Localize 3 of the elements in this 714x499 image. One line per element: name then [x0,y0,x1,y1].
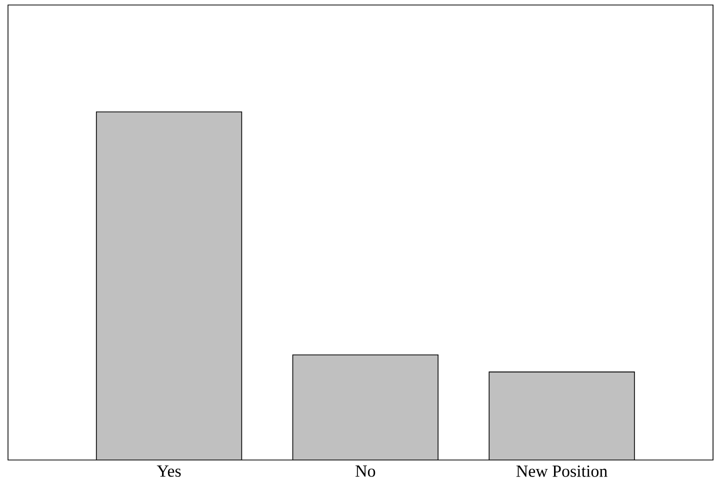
x-tick-label: Yes [156,466,181,477]
x-tick-label: New Position [516,466,608,477]
x-tick-label: No [356,466,376,477]
